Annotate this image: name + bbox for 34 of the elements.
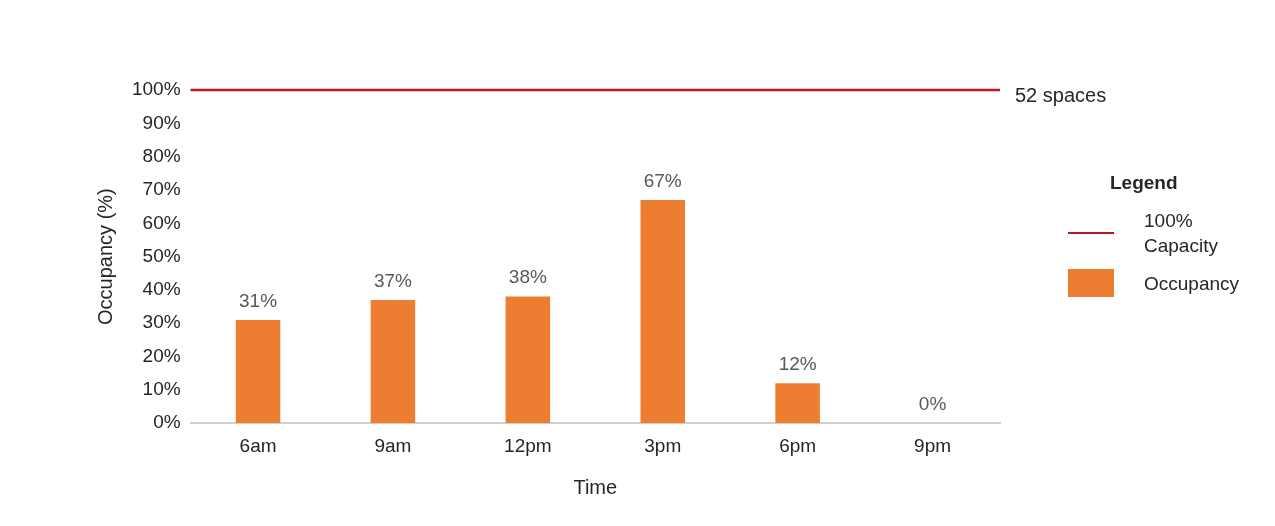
y-tick-label: 70% <box>142 178 181 200</box>
text: 52 spaces <box>1015 83 1107 106</box>
data-label: 37% <box>373 269 413 291</box>
y-tick-label: 0% <box>153 411 181 433</box>
y-tick-label: 80% <box>142 144 181 166</box>
y-tick-label: 60% <box>142 211 181 233</box>
data-label: 12% <box>778 352 817 374</box>
y-tick-label: 30% <box>142 311 181 333</box>
x-tick-label: 6am <box>239 434 277 456</box>
y-tick-label: 40% <box>142 278 181 300</box>
data-label: 38% <box>508 266 547 288</box>
bar <box>775 383 820 424</box>
data-label: 67% <box>643 169 682 191</box>
x-tick-label: 12pm <box>504 434 552 456</box>
x-tick-label: 9pm <box>914 434 952 456</box>
bar <box>640 199 686 424</box>
x-tick-label: 3pm <box>644 434 682 456</box>
y-axis-title: Occupancy (%) <box>93 188 116 325</box>
x-tick-label: 6pm <box>779 434 817 456</box>
legend-label: 100% Capacity <box>1144 209 1219 258</box>
y-tick-label: 10% <box>142 378 181 400</box>
data-label: 31% <box>239 289 278 311</box>
legend-title: Legend <box>1110 172 1179 194</box>
x-axis-title: Time <box>573 475 618 498</box>
bar <box>235 319 281 424</box>
y-tick-label: 20% <box>142 344 181 366</box>
y-tick-label: 100% <box>131 78 181 100</box>
y-tick-label: 90% <box>142 111 181 133</box>
x-tick-label: 9am <box>374 434 412 456</box>
data-label: 0% <box>918 392 947 414</box>
bar <box>370 299 416 424</box>
bar <box>505 296 551 424</box>
y-tick-label: 50% <box>142 244 181 266</box>
legend-label: Occupancy <box>1144 271 1241 296</box>
